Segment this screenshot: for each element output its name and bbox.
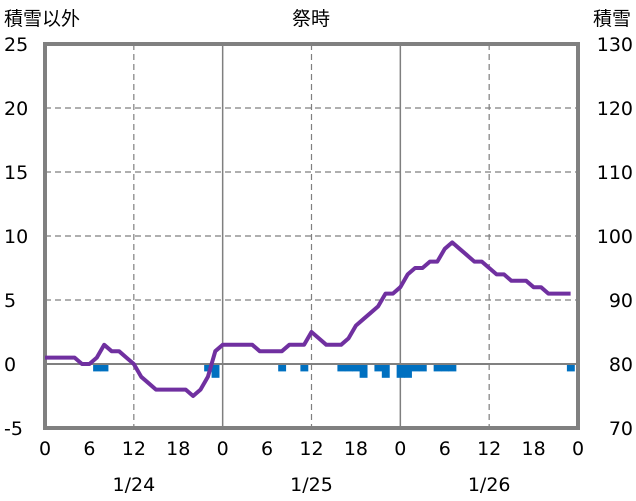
day-label: 1/26 (468, 474, 511, 496)
precipitation-bar (93, 365, 102, 372)
day-label: 1/25 (290, 474, 333, 496)
precipitation-bar (411, 365, 420, 372)
grid-lines (45, 44, 578, 428)
x-tick-label: 6 (83, 438, 95, 460)
precipitation-bar (300, 365, 309, 372)
precipitation-bar (441, 365, 449, 372)
left-tick-label: 15 (4, 162, 28, 184)
x-tick-label: 18 (521, 438, 545, 460)
right-axis-title: 積雪 (593, 8, 631, 30)
right-tick-label: 80 (609, 354, 633, 376)
precipitation-bar (352, 365, 361, 372)
precipitation-bar (204, 365, 213, 372)
x-tick-label: 6 (439, 438, 451, 460)
snow-depth-line (45, 240, 571, 398)
x-tick-label: 0 (39, 438, 51, 460)
right-tick-label: 110 (597, 162, 633, 184)
x-tick-label: 12 (122, 438, 146, 460)
precipitation-bar (211, 365, 220, 378)
x-tick-label: 18 (166, 438, 190, 460)
x-tick-label: 12 (299, 438, 323, 460)
right-tick-label: 130 (597, 34, 633, 56)
precipitation-bar (381, 365, 390, 378)
right-tick-label: 120 (597, 98, 633, 120)
precipitation-bar (100, 365, 109, 372)
left-axis-title: 積雪以外 (4, 8, 80, 30)
precipitation-bar (337, 365, 346, 372)
precipitation-bars (93, 365, 575, 378)
left-tick-label: 25 (4, 34, 28, 56)
snow-depth-series (45, 240, 571, 398)
plot-border (43, 42, 580, 430)
left-tick-label: -5 (4, 418, 23, 440)
precipitation-bar (566, 365, 575, 372)
precipitation-bar (396, 365, 405, 378)
right-tick-label: 70 (609, 418, 633, 440)
right-tick-label: 100 (597, 226, 633, 248)
precipitation-bar (448, 365, 457, 372)
left-tick-label: 0 (4, 354, 16, 376)
precipitation-bar (374, 365, 383, 372)
precipitation-bar (418, 365, 427, 372)
chart-title: 祭時 (292, 8, 330, 30)
precipitation-bar (344, 365, 353, 372)
x-tick-label: 6 (261, 438, 273, 460)
x-tick-label: 18 (344, 438, 368, 460)
x-tick-label: 0 (217, 438, 229, 460)
precipitation-bar (359, 365, 368, 378)
x-tick-label: 12 (477, 438, 501, 460)
precipitation-bar (404, 365, 412, 378)
left-tick-label: 20 (4, 98, 28, 120)
right-tick-label: 90 (609, 290, 633, 312)
x-tick-label: 0 (572, 438, 584, 460)
left-tick-label: 10 (4, 226, 28, 248)
precipitation-bar (278, 365, 287, 372)
x-tick-label: 0 (394, 438, 406, 460)
axis-labels: 積雪以外 祭時 積雪 2520151050-513012011010090807… (4, 8, 633, 496)
left-tick-label: 5 (4, 290, 16, 312)
precipitation-bar (433, 365, 442, 372)
day-label: 1/24 (112, 474, 155, 496)
